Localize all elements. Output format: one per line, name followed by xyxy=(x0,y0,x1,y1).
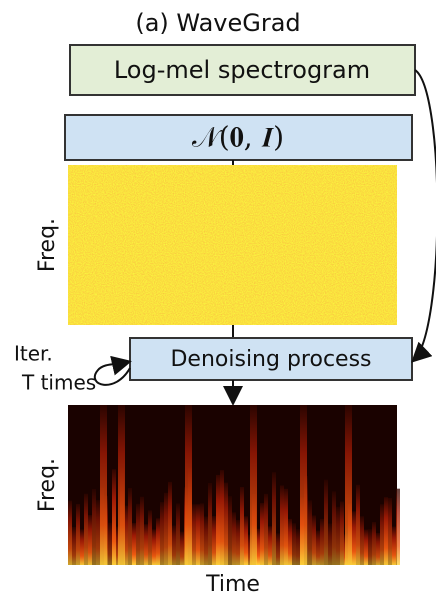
spectrogram-burst xyxy=(100,405,107,565)
condition-arrow xyxy=(414,70,436,360)
spectrogram-band xyxy=(236,520,240,565)
spectrogram-band xyxy=(292,523,296,565)
spectrogram-band xyxy=(172,525,176,565)
spectrogram-band xyxy=(156,518,160,565)
spectrogram-burst xyxy=(118,405,125,565)
spectrogram-band xyxy=(212,516,216,565)
spectrogram-band xyxy=(260,503,264,565)
spectrogram-band xyxy=(264,494,268,565)
spectrogram-band xyxy=(204,517,208,565)
spectrogram-band xyxy=(220,470,224,565)
spectrogram-band xyxy=(224,483,228,565)
spectrogram-burst xyxy=(185,405,192,565)
spectrogram-band xyxy=(140,497,144,565)
spectrogram-band xyxy=(368,529,372,565)
spectrogram-band xyxy=(372,522,376,565)
spectrogram-band xyxy=(392,527,396,565)
spectrogram-band xyxy=(148,510,152,565)
condition-label: Log-mel spectrogram xyxy=(114,56,370,84)
spectrogram-band xyxy=(196,504,200,565)
noise-image xyxy=(68,165,397,325)
spectrogram-band xyxy=(216,475,220,565)
spectrogram-band xyxy=(280,486,284,565)
denoise-label: Denoising process xyxy=(170,347,371,372)
spectrogram-band xyxy=(152,529,156,565)
spectrogram-band xyxy=(80,530,84,565)
spectrogram-band xyxy=(192,504,196,565)
spectrogram-band xyxy=(76,504,80,565)
spectrogram-band xyxy=(360,516,364,565)
output-x-label: Time xyxy=(205,572,260,597)
spectrogram-band xyxy=(268,526,272,565)
spectrogram-band xyxy=(84,494,88,565)
spectrogram-band xyxy=(108,523,112,565)
title: (a) WaveGrad xyxy=(135,9,300,37)
spectrogram-band xyxy=(160,502,164,565)
noise-label: 𝒩(𝟎, 𝑰) xyxy=(192,121,284,154)
spectrogram-band xyxy=(232,512,236,565)
spectrogram-band xyxy=(112,469,116,565)
spectrogram-band xyxy=(376,533,380,565)
spectrogram-band xyxy=(312,515,316,565)
spectrogram-band xyxy=(352,511,356,565)
spectrogram-band xyxy=(332,491,336,565)
spectrogram-band xyxy=(340,502,344,565)
spectrogram-band xyxy=(308,500,312,565)
spectrogram-band xyxy=(88,515,92,565)
spectrogram-band xyxy=(144,524,148,565)
spectrogram-burst xyxy=(345,405,352,565)
loop-label: Iter. xyxy=(14,342,53,366)
spectrogram-burst xyxy=(250,405,257,565)
spectrogram-band xyxy=(176,503,180,565)
spectrogram-band xyxy=(296,529,300,565)
spectrogram-band xyxy=(200,503,204,565)
spectrogram-band xyxy=(128,488,132,565)
figure: (a) WaveGrad Log-mel spectrogram 𝒩(𝟎, 𝑰)… xyxy=(0,0,436,600)
spectrogram-band xyxy=(244,516,248,565)
spectrogram-band xyxy=(272,472,276,565)
spectrogram-band xyxy=(388,498,392,565)
spectrogram-band xyxy=(364,530,368,565)
spectrogram-band xyxy=(92,489,96,565)
spectrogram-band xyxy=(240,487,244,565)
spectrogram-band xyxy=(324,480,328,565)
noise-y-label: Freq. xyxy=(35,218,60,272)
spectrogram-band xyxy=(136,504,140,565)
spectrogram-band xyxy=(320,519,324,565)
spectrogram-band xyxy=(228,496,232,565)
spectrogram-band xyxy=(396,489,400,565)
spectrogram-band xyxy=(96,500,100,565)
loop-label: T times xyxy=(21,371,96,395)
spectrogram-band xyxy=(276,533,280,565)
spectrogram-band xyxy=(68,501,72,565)
spectrogram-band xyxy=(72,527,76,565)
spectrogram-band xyxy=(288,519,292,565)
loop-arrow xyxy=(95,362,130,385)
output-y-label: Freq. xyxy=(35,458,60,512)
spectrogram-band xyxy=(132,523,136,565)
spectrogram-band xyxy=(356,485,360,565)
spectrogram-band xyxy=(316,531,320,565)
spectrogram-band xyxy=(208,483,212,565)
spectrogram-band xyxy=(180,532,184,565)
spectrogram-burst xyxy=(300,405,307,565)
spectrogram-band xyxy=(284,489,288,565)
spectrogram-band xyxy=(328,523,332,565)
spectrogram-band xyxy=(380,504,384,565)
spectrogram-band xyxy=(168,482,172,565)
spectrogram-band xyxy=(336,507,340,565)
spectrogram-band xyxy=(384,497,388,565)
spectrogram-band xyxy=(164,493,168,565)
